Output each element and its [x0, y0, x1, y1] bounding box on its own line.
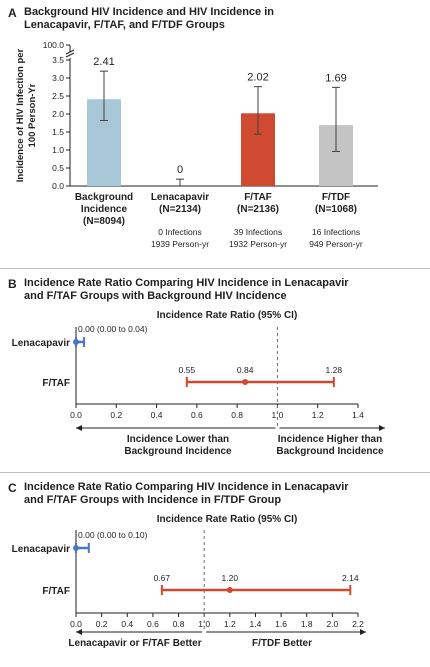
axis-break-mark	[65, 52, 75, 58]
axis-break-mark	[65, 49, 75, 55]
category-n: (N=2134)	[159, 204, 201, 215]
panel-c-letter: C	[8, 481, 17, 495]
y-axis-label-line2: 100 Person-Yr	[27, 83, 38, 147]
y-tick-label: 2.5	[52, 91, 64, 101]
y-tick-label: 0.0	[52, 181, 64, 191]
category-n: (N=1068)	[315, 204, 357, 215]
row-label: F/TAF	[42, 378, 70, 389]
category-n: (N=8094)	[83, 216, 125, 227]
category-label: F/TDF	[322, 192, 350, 203]
point-estimate	[73, 339, 79, 345]
y-tick-label: 3.0	[52, 73, 64, 83]
category-label-line2: Incidence	[81, 204, 128, 215]
forest-title: Incidence Rate Ratio (95% CI)	[157, 514, 298, 525]
x-tick-label: 0.4	[151, 410, 163, 420]
ci-high-label: 1.28	[326, 365, 343, 375]
arrowhead-left	[76, 629, 82, 635]
ci-low-label: 0.67	[154, 573, 171, 583]
row-label: F/TAF	[42, 586, 70, 597]
panel-a-title: Background HIV Incidence and HIV Inciden…	[24, 6, 274, 31]
panel-b-title: Incidence Rate Ratio Comparing HIV Incid…	[24, 277, 349, 302]
panel-separator	[0, 268, 430, 269]
x-tick-label: 0.6	[191, 410, 203, 420]
person-years: 1932 Person-yr	[229, 239, 287, 249]
x-tick-label: 2.2	[352, 619, 364, 629]
right-direction-note: F/TDF Better	[252, 638, 312, 649]
y-tick-label: 0.5	[52, 163, 64, 173]
panel-b-letter: B	[8, 277, 17, 291]
x-tick-label: 0.4	[121, 619, 133, 629]
x-tick-label: 0.8	[173, 619, 185, 629]
left-direction-note: Background Incidence	[124, 446, 232, 457]
x-tick-label: 1.4	[352, 410, 364, 420]
y-axis-label-line1: Incidence of HIV Infection per	[15, 48, 26, 182]
y-tick-label: 1.0	[52, 145, 64, 155]
x-tick-label: 1.0	[272, 410, 284, 420]
person-years: 1939 Person-yr	[151, 239, 209, 249]
x-tick-label: 0.0	[70, 410, 82, 420]
point-estimate	[242, 379, 249, 385]
x-tick-label: 1.4	[250, 619, 262, 629]
x-tick-label: 0.8	[231, 410, 243, 420]
category-label: F/TAF	[244, 192, 272, 203]
bar-value-label: 0	[177, 164, 183, 176]
left-direction-note: Lenacapavir or F/TAF Better	[68, 638, 201, 649]
arrowhead-right	[379, 425, 385, 431]
estimate-text: 0.00 (0.00 to 0.04)	[78, 324, 148, 334]
row-label: Lenacapavir	[12, 544, 70, 555]
panel-a-letter: A	[8, 6, 17, 20]
infection-count: 16 Infections	[312, 227, 360, 237]
right-direction-note: Background Incidence	[276, 446, 384, 457]
category-label: Lenacapavir	[151, 192, 209, 203]
arrowhead-right	[360, 629, 366, 635]
y-tick-label: 3.5	[52, 55, 64, 65]
infection-count: 39 Infections	[234, 227, 282, 237]
person-years: 949 Person-yr	[309, 239, 363, 249]
x-tick-label: 1.2	[312, 410, 324, 420]
x-tick-label: 0.2	[110, 410, 122, 420]
category-n: (N=2136)	[237, 204, 279, 215]
right-direction-note: Incidence Higher than	[278, 434, 382, 445]
bar-value-label: 2.41	[93, 56, 114, 68]
bar-value-label: 2.02	[247, 72, 268, 84]
ci-high-label: 2.14	[342, 573, 359, 583]
left-direction-note: Incidence Lower than	[127, 434, 229, 445]
row-label: Lenacapavir	[12, 338, 70, 349]
y-tick-label: 1.5	[52, 127, 64, 137]
infection-count: 0 Infections	[158, 227, 201, 237]
arrowhead-left	[76, 425, 82, 431]
x-tick-label: 1.2	[224, 619, 236, 629]
panel-separator	[0, 472, 430, 473]
x-tick-label: 0.6	[147, 619, 159, 629]
forest-title: Incidence Rate Ratio (95% CI)	[157, 310, 298, 321]
y-tick-label: 100.0	[43, 40, 65, 50]
x-tick-label: 0.2	[96, 619, 108, 629]
estimate-text: 0.00 (0.00 to 0.10)	[78, 530, 148, 540]
bar-value-label: 1.69	[325, 72, 346, 84]
estimate-label: 0.84	[237, 365, 254, 375]
ci-low-label: 0.55	[179, 365, 196, 375]
y-tick-label: 2.0	[52, 109, 64, 119]
x-tick-label: 1.8	[301, 619, 313, 629]
panel-a-bar-chart: 0.0 0.5 1.0 1.5 2.0 2.5 3.0 3.5 100.0 Incidence o…	[15, 40, 378, 249]
category-label: Background	[75, 192, 133, 203]
x-tick-label: 0.0	[70, 619, 82, 629]
x-tick-label: 1.6	[275, 619, 287, 629]
point-estimate	[73, 545, 79, 551]
x-tick-label: 2.0	[326, 619, 338, 629]
x-tick-label: 1.0	[198, 619, 210, 629]
point-estimate	[226, 587, 233, 593]
panel-c-title: Incidence Rate Ratio Comparing HIV Incid…	[24, 481, 349, 506]
estimate-label: 1.20	[222, 573, 239, 583]
